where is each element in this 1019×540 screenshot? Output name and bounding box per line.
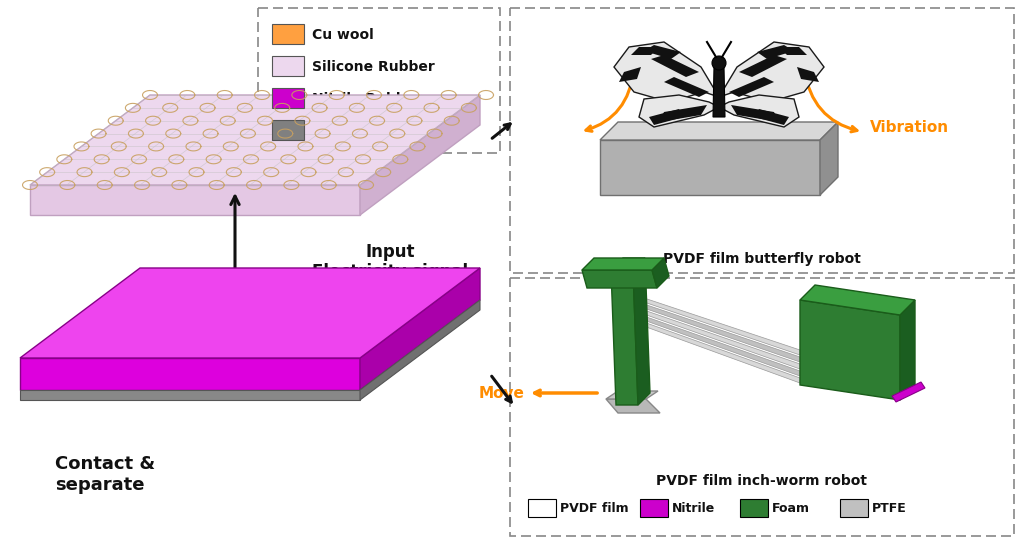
Polygon shape: [800, 285, 915, 315]
Polygon shape: [30, 185, 360, 215]
Polygon shape: [729, 77, 774, 97]
Polygon shape: [719, 42, 824, 102]
Polygon shape: [360, 300, 480, 400]
Text: Vibration: Vibration: [870, 119, 949, 134]
Polygon shape: [651, 55, 699, 77]
Polygon shape: [900, 300, 915, 400]
Ellipse shape: [712, 56, 726, 70]
Polygon shape: [779, 47, 807, 55]
Polygon shape: [892, 382, 925, 402]
Polygon shape: [719, 95, 799, 127]
Text: Cu wool: Cu wool: [312, 28, 374, 42]
Text: Al film: Al film: [312, 124, 362, 138]
Bar: [272, 88, 304, 108]
Polygon shape: [713, 67, 725, 117]
Polygon shape: [600, 122, 838, 140]
Polygon shape: [797, 67, 819, 82]
Polygon shape: [820, 122, 838, 195]
Bar: [840, 499, 868, 517]
Text: PTFE: PTFE: [872, 502, 907, 515]
Polygon shape: [360, 268, 480, 390]
Polygon shape: [20, 268, 480, 358]
Text: Contact &
separate: Contact & separate: [55, 455, 155, 494]
Polygon shape: [664, 77, 709, 97]
Polygon shape: [582, 258, 664, 270]
Polygon shape: [649, 109, 684, 125]
Polygon shape: [614, 42, 719, 102]
Polygon shape: [631, 47, 659, 55]
Polygon shape: [606, 399, 660, 413]
Polygon shape: [30, 95, 480, 185]
Text: PVDF film: PVDF film: [560, 502, 629, 515]
Polygon shape: [611, 270, 638, 405]
Bar: [272, 56, 304, 76]
Polygon shape: [757, 45, 794, 59]
Polygon shape: [611, 258, 645, 270]
Polygon shape: [638, 308, 800, 369]
Polygon shape: [20, 358, 360, 390]
Polygon shape: [606, 391, 658, 399]
Text: Silicone Rubber: Silicone Rubber: [312, 60, 435, 74]
Polygon shape: [639, 95, 719, 127]
Text: Nitrile: Nitrile: [672, 502, 715, 515]
Polygon shape: [652, 258, 669, 288]
Polygon shape: [633, 258, 650, 405]
Text: PVDF film inch-worm robot: PVDF film inch-worm robot: [656, 474, 867, 488]
Polygon shape: [638, 302, 800, 362]
Text: PVDF film butterfly robot: PVDF film butterfly robot: [663, 252, 861, 266]
Text: Input
Electricity signal: Input Electricity signal: [312, 242, 468, 281]
Polygon shape: [739, 55, 787, 77]
Polygon shape: [582, 270, 657, 288]
Bar: [272, 24, 304, 44]
Polygon shape: [360, 95, 480, 215]
Bar: [640, 499, 668, 517]
Bar: [272, 120, 304, 140]
Bar: [528, 499, 556, 517]
Polygon shape: [731, 105, 779, 122]
Polygon shape: [638, 314, 800, 376]
Text: Move: Move: [479, 386, 525, 401]
Polygon shape: [638, 320, 800, 383]
Text: Foam: Foam: [772, 502, 810, 515]
Polygon shape: [638, 296, 800, 355]
Bar: [740, 499, 768, 517]
Polygon shape: [754, 109, 789, 125]
Polygon shape: [800, 300, 900, 400]
Polygon shape: [644, 45, 681, 59]
Polygon shape: [619, 67, 641, 82]
Polygon shape: [600, 140, 820, 195]
Polygon shape: [20, 390, 360, 400]
Polygon shape: [659, 105, 707, 122]
Text: Nitrile Rubber: Nitrile Rubber: [312, 92, 422, 106]
